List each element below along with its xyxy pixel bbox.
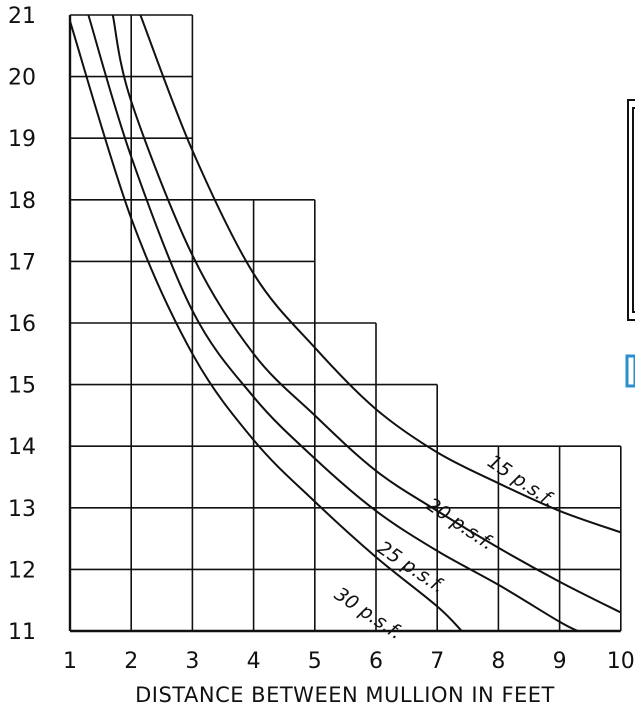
y-tick-20: 20 xyxy=(8,66,36,91)
right-edge-fragment xyxy=(625,99,635,388)
y-tick-13: 13 xyxy=(8,497,36,522)
y-tick-19: 19 xyxy=(8,127,36,152)
curve-30-psf xyxy=(69,20,463,632)
x-tick-7: 7 xyxy=(430,649,444,674)
x-tick-4: 4 xyxy=(247,649,261,674)
y-tick-18: 18 xyxy=(8,189,36,214)
x-tick-5: 5 xyxy=(308,649,322,674)
y-tick-21: 21 xyxy=(8,4,36,29)
y-tick-14: 14 xyxy=(8,435,36,460)
y-tick-11: 11 xyxy=(8,620,36,645)
load-curves xyxy=(69,14,622,632)
y-tick-15: 15 xyxy=(8,374,36,399)
y-tick-12: 12 xyxy=(8,558,36,583)
x-tick-8: 8 xyxy=(491,649,505,674)
x-tick-10: 10 xyxy=(607,649,635,674)
x-tick-6: 6 xyxy=(369,649,383,674)
x-axis-label: DISTANCE BETWEEN MULLION IN FEET xyxy=(135,683,555,707)
blue-fragment xyxy=(625,354,635,388)
curve-15-psf xyxy=(139,14,622,534)
y-tick-16: 16 xyxy=(8,312,36,337)
x-tick-2: 2 xyxy=(124,649,138,674)
curve-25-psf xyxy=(87,14,579,632)
x-tick-3: 3 xyxy=(185,649,199,674)
x-tick-1: 1 xyxy=(63,649,77,674)
curve-20-psf xyxy=(111,14,622,614)
x-tick-9: 9 xyxy=(553,649,567,674)
grid-lines xyxy=(68,14,622,633)
curve-label-30: 30 p.s.f. xyxy=(330,583,406,644)
curve-label-20: 20 p.s.f. xyxy=(422,494,498,555)
y-tick-17: 17 xyxy=(8,250,36,275)
